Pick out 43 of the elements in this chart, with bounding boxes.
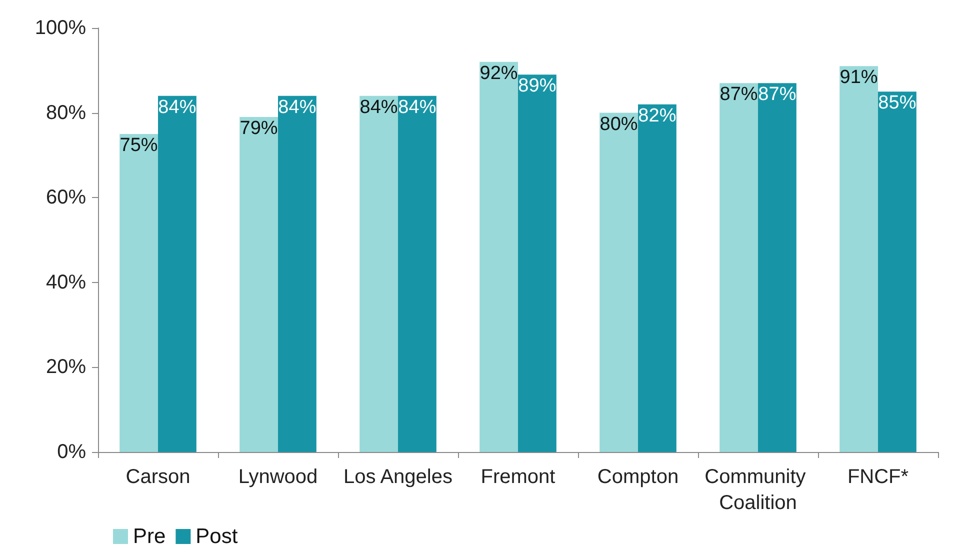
data-label: 89% (518, 76, 556, 97)
data-label: 82% (638, 105, 676, 126)
y-tick-label: 80% (46, 102, 86, 124)
y-tick-label: 0% (57, 441, 86, 463)
legend-label: Pre (133, 525, 166, 548)
bar (398, 96, 436, 452)
data-label: 75% (120, 135, 158, 156)
x-tick-label: Carson (126, 466, 190, 488)
data-label: 87% (758, 84, 796, 106)
legend-label: Post (196, 525, 238, 548)
data-label: 79% (240, 118, 278, 140)
bar (120, 134, 158, 452)
bar (278, 96, 316, 452)
bar (840, 66, 878, 452)
data-label: 84% (158, 96, 196, 118)
x-tick-label: Fremont (480, 466, 556, 488)
bar (720, 83, 758, 452)
data-label: 80% (600, 114, 638, 135)
x-tick-label: Compton (597, 466, 679, 488)
bar (360, 96, 398, 452)
bar (518, 74, 556, 452)
y-tick-label: 20% (46, 356, 86, 378)
bar (158, 96, 196, 452)
x-tick-label: Los Angeles (344, 466, 452, 488)
data-label: 92% (480, 62, 518, 84)
bar (878, 92, 916, 452)
data-label: 84% (360, 96, 398, 118)
data-label: 87% (720, 84, 758, 106)
y-tick-label: 40% (46, 271, 86, 294)
data-label: 84% (278, 96, 316, 118)
y-tick-label: 100% (34, 17, 86, 39)
bar (758, 83, 796, 452)
bar (240, 117, 278, 452)
data-label: 91% (840, 67, 878, 88)
data-label: 84% (398, 96, 436, 118)
bar (480, 62, 518, 452)
x-tick-label: FNCF* (847, 466, 909, 488)
x-tick-label: Community Coalition (704, 466, 812, 514)
x-tick-label: Lynwood (238, 466, 318, 488)
data-label: 85% (878, 92, 916, 114)
bar (600, 112, 638, 452)
bar (638, 104, 676, 452)
y-tick-label: 60% (46, 186, 86, 209)
